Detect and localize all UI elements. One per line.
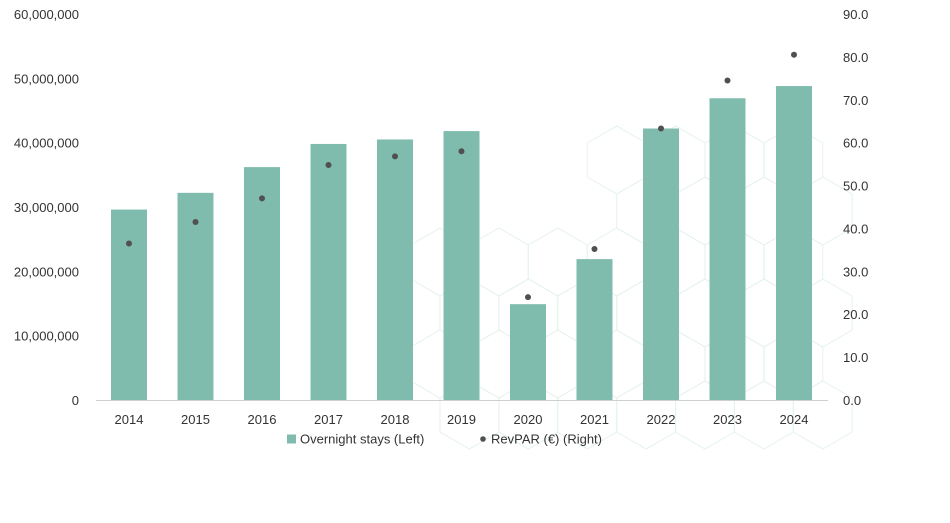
background-hexagon-0 [586, 125, 647, 195]
point-series [126, 51, 797, 301]
left-tick-label: 20,000,000 [14, 264, 79, 279]
bar-2016 [244, 167, 280, 400]
right-tick-label: 50.0 [843, 179, 868, 194]
point-2024 [791, 51, 797, 58]
x-tick-label-2019: 2019 [447, 412, 476, 427]
right-tick-label: 10.0 [843, 350, 868, 365]
right-tick-label: 0.0 [843, 393, 861, 408]
left-tick-label: 40,000,000 [14, 136, 79, 151]
x-tick-label-2017: 2017 [314, 412, 343, 427]
x-tick-label-2024: 2024 [780, 412, 809, 427]
bar-2019 [443, 131, 480, 400]
right-tick-label: 80.0 [843, 50, 868, 65]
point-2016 [259, 195, 265, 202]
x-tick-label-2022: 2022 [647, 412, 676, 427]
bar-2022 [643, 128, 679, 400]
left-tick-label: 30,000,000 [14, 200, 79, 215]
x-tick-label-2016: 2016 [248, 412, 277, 427]
point-2021 [591, 246, 598, 253]
legend-swatch-bar [287, 434, 296, 444]
x-tick-label-2023: 2023 [713, 412, 742, 427]
point-2017 [325, 161, 332, 168]
left-axis: 0 10,000,000 20,000,000 30,000,000 40,000,00… [14, 7, 79, 408]
right-axis: 0.0 10.0 20.0 30.0 40.0 50.0 60.0 70.0 80.0 90.0 [843, 7, 868, 408]
x-tick-label-2014: 2014 [115, 412, 144, 427]
left-tick-label: 60,000,000 [14, 7, 79, 22]
right-tick-label: 20.0 [843, 307, 868, 322]
bar-series [111, 86, 812, 400]
bar-2015 [177, 192, 214, 400]
right-tick-label: 90.0 [843, 7, 868, 22]
bar-2014 [111, 209, 147, 400]
legend: Overnight stays (Left) RevPAR (€) (Right… [287, 432, 602, 447]
legend-swatch-point [480, 436, 486, 442]
x-tick-label-2021: 2021 [580, 412, 609, 427]
point-2019 [458, 148, 465, 155]
x-tick-label-2015: 2015 [181, 412, 210, 427]
right-tick-label: 60.0 [843, 136, 868, 151]
bar-2018 [377, 139, 413, 400]
point-2014 [126, 240, 132, 247]
bar-2024 [776, 86, 812, 400]
left-tick-label: 10,000,000 [14, 329, 79, 344]
x-tick-label-2018: 2018 [381, 412, 410, 427]
point-2023 [724, 77, 731, 84]
x-axis: 2014 2015 2016 2017 2018 2019 2020 2021 2022 2023… [115, 412, 809, 427]
right-tick-label: 70.0 [843, 93, 868, 108]
right-tick-label: 30.0 [843, 264, 868, 279]
legend-label-bar: Overnight stays (Left) [300, 432, 424, 447]
legend-label-point: RevPAR (€) (Right) [491, 432, 602, 447]
bar-2023 [709, 98, 746, 400]
bar-2020 [510, 304, 546, 400]
point-2022 [658, 125, 664, 132]
right-tick-label: 40.0 [843, 221, 868, 236]
point-2018 [392, 153, 398, 160]
left-tick-label: 0 [72, 393, 79, 408]
point-2015 [192, 219, 199, 226]
bar-2021 [576, 259, 613, 400]
x-tick-label-2020: 2020 [514, 412, 543, 427]
point-2020 [525, 294, 531, 301]
bar-2017 [310, 143, 347, 400]
left-tick-label: 50,000,000 [14, 71, 79, 86]
